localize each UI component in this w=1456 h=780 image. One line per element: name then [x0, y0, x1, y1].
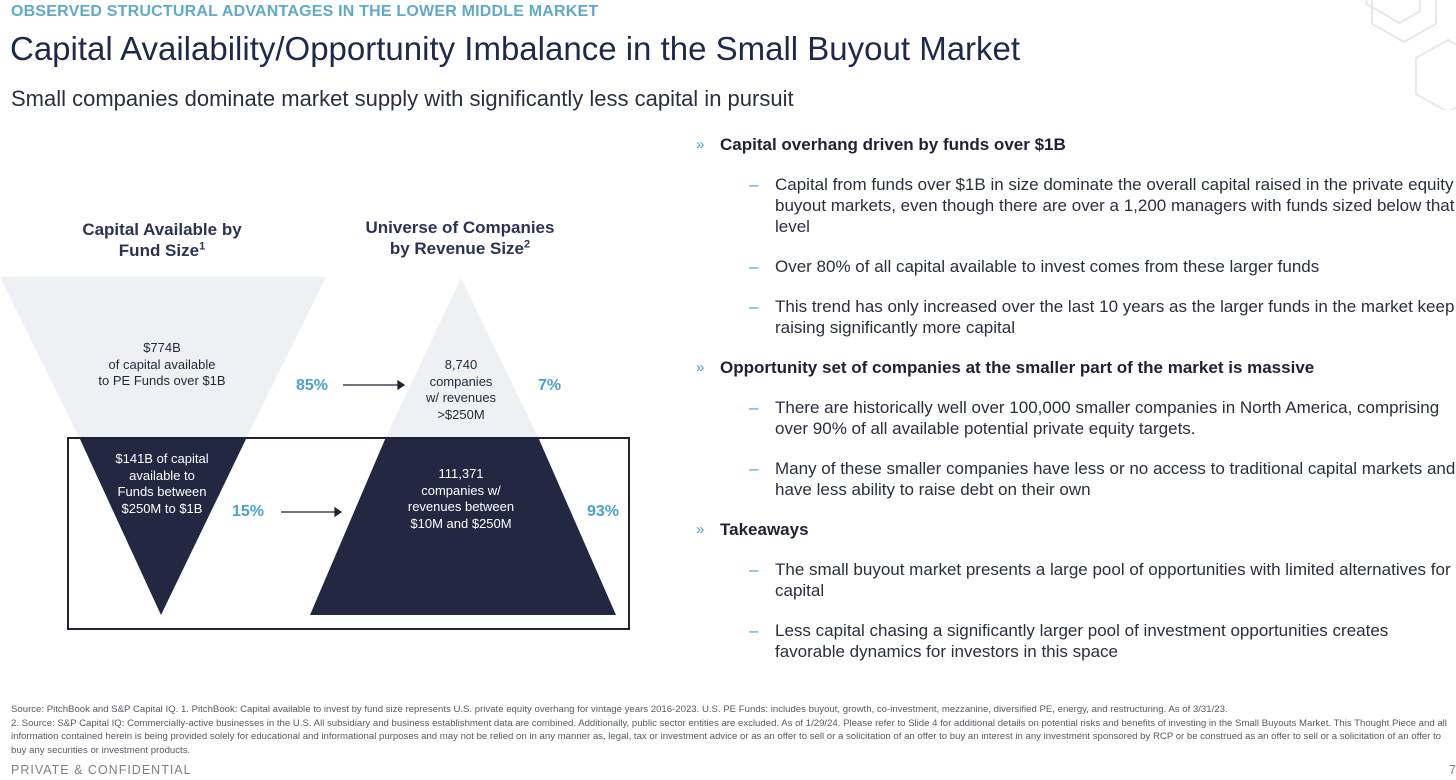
list-item: – Many of these smaller companies have le…	[749, 459, 1456, 499]
list-item: – Over 80% of all capital available to in…	[749, 257, 1320, 276]
section-heading-opportunity: » Opportunity set of companies at the sma…	[696, 358, 1315, 377]
source-footnotes: Source: PitchBook and S&P Capital IQ. 1.…	[11, 704, 1447, 756]
capital-lower-percent: 15%	[232, 503, 265, 520]
dash-icon: –	[749, 257, 759, 276]
dash-icon: –	[749, 459, 759, 478]
dash-icon: –	[749, 175, 759, 194]
footnote-ref-1: 1	[199, 240, 206, 253]
triangles-graphic	[0, 277, 616, 615]
list-item: – This trend has only increased over the …	[749, 297, 1455, 337]
capital-upper-segment	[0, 277, 326, 437]
arrow-lower	[281, 506, 343, 518]
capital-upper-percent: 85%	[296, 377, 329, 394]
left-chart-title: Capital Available by Fund Size1	[82, 220, 242, 260]
highlight-box	[67, 437, 630, 630]
companies-upper-label: 8,740 companies w/ revenues >$250M	[425, 357, 497, 422]
arrow-upper	[343, 379, 406, 391]
chevron-icon: »	[696, 521, 705, 538]
hexagon-decoration	[1365, 0, 1456, 110]
list-item: – Less capital chasing a significantly la…	[749, 621, 1389, 661]
page-subtitle: Small companies dominate market supply w…	[11, 86, 794, 111]
dash-icon: –	[749, 398, 759, 417]
list-item: – Capital from funds over $1B in size dom…	[749, 175, 1455, 236]
dash-icon: –	[749, 297, 759, 316]
confidential-label: PRIVATE & CONFIDENTIAL	[11, 763, 192, 777]
right-chart-title: Universe of Companies by Revenue Size2	[365, 218, 555, 258]
companies-upper-segment	[386, 278, 538, 437]
companies-lower-percent: 93%	[587, 503, 620, 520]
section-heading-takeaways: » Takeaways	[696, 520, 809, 539]
list-item: – There are historically well over 100,00…	[749, 398, 1440, 438]
companies-lower-label: 111,371 companies w/ revenues between $1…	[407, 466, 515, 531]
page-title: Capital Availability/Opportunity Imbalan…	[10, 30, 1021, 67]
section-heading-capital: » Capital overhang driven by funds over $…	[696, 135, 1066, 154]
footnote-ref-2: 2	[524, 238, 531, 251]
companies-upper-percent: 7%	[538, 377, 562, 394]
chevron-icon: »	[696, 359, 705, 376]
capital-lower-segment	[79, 437, 247, 615]
companies-lower-segment	[310, 437, 616, 615]
chevron-icon: »	[696, 136, 705, 153]
eyebrow-label: OBSERVED STRUCTURAL ADVANTAGES IN THE LO…	[11, 3, 599, 20]
capital-lower-label: $141B of capital available to Funds betw…	[115, 451, 209, 516]
list-item: – The small buyout market presents a larg…	[749, 560, 1451, 600]
page-number: 7	[1449, 763, 1456, 777]
dash-icon: –	[749, 560, 759, 579]
dash-icon: –	[749, 621, 759, 640]
capital-upper-label: $774B of capital available to PE Funds o…	[98, 340, 226, 388]
bullet-list: » Capital overhang driven by funds over $…	[694, 134, 1456, 662]
